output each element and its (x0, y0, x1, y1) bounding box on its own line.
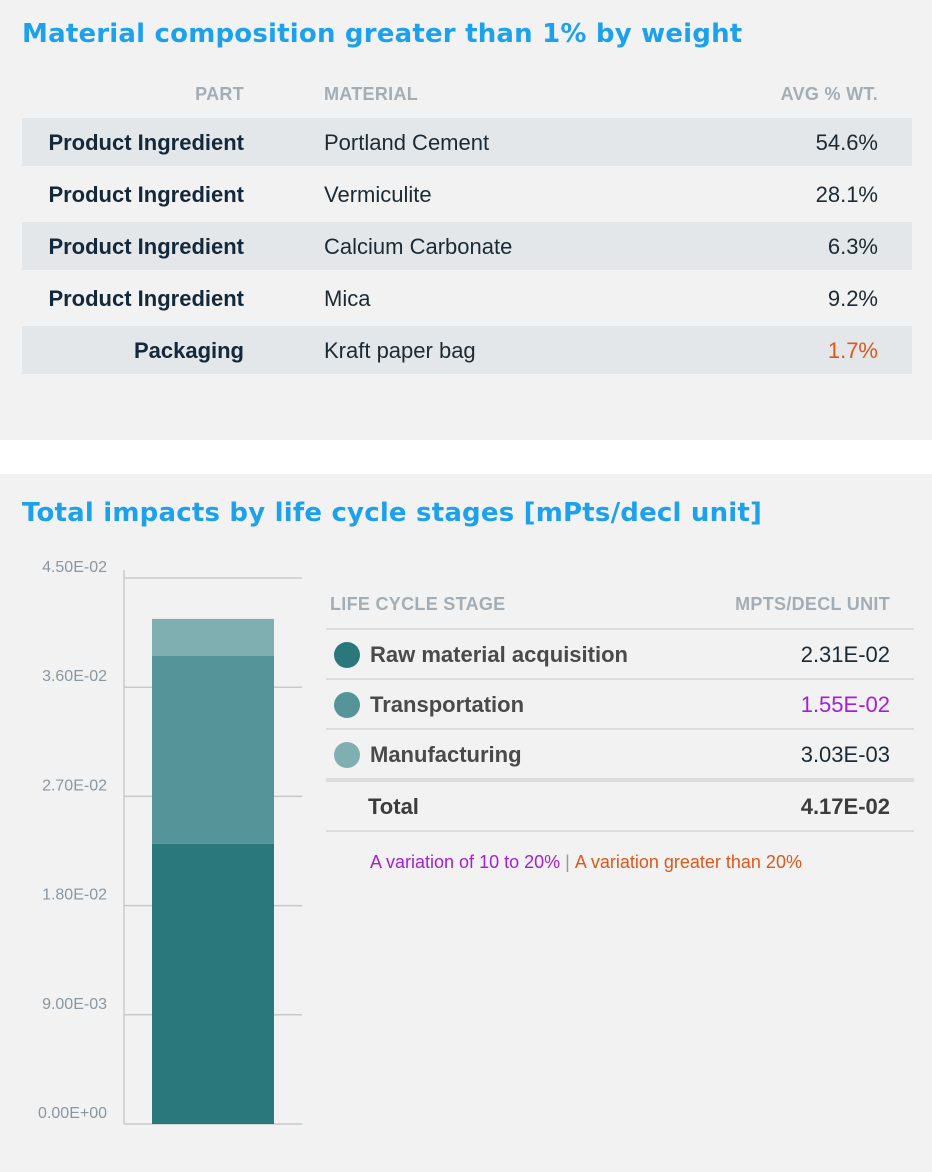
stacked-bar-chart: 0.00E+00 9.00E-03 1.80E-02 2.70E-02 3.60E-02… (38, 559, 302, 1125)
chart-bars (152, 618, 274, 1124)
stage-value: 2.31E-02 (800, 642, 890, 667)
total-row: Total 4.17E-02 (326, 782, 914, 832)
variation-high-note: A variation greater than 20% (574, 852, 802, 872)
stage-value: 1.55E-02 (800, 692, 890, 717)
row-material: Calcium Carbonate (324, 234, 513, 259)
life-cycle-table: LIFE CYCLE STAGE MPTS/DECL UNIT Raw mate… (326, 586, 914, 832)
y-tick-label: 0.00E+00 (38, 1105, 107, 1122)
table-row: Product Ingredient Vermiculite 28.1% (22, 170, 912, 218)
table-row: Product Ingredient Mica 9.2% (22, 274, 912, 322)
variation-mid-note: A variation of 10 to 20% (370, 852, 561, 872)
row-part: Product Ingredient (48, 130, 244, 155)
row-avg-wt: 9.2% (827, 286, 878, 311)
legend-swatch-manufacturing (334, 742, 360, 768)
total-label: Total (368, 794, 419, 819)
table-row: Packaging Kraft paper bag 1.7% (22, 326, 912, 374)
legend-swatch-transportation (334, 692, 360, 718)
legend-row-transportation: Transportation 1.55E-02 (326, 680, 914, 730)
life-cycle-table-header: LIFE CYCLE STAGE MPTS/DECL UNIT (326, 586, 914, 630)
legend-swatch-raw-material (334, 642, 360, 668)
row-avg-wt: 1.7% (827, 338, 878, 363)
legend-row-raw-material: Raw material acquisition 2.31E-02 (326, 630, 914, 680)
impacts-section-title: Total impacts by life cycle stages [mPts… (22, 498, 763, 528)
y-tick-label: 4.50E-02 (42, 559, 107, 576)
row-material: Portland Cement (324, 130, 490, 155)
y-tick-label: 9.00E-03 (42, 996, 107, 1013)
table-row: Product Ingredient Portland Cement 54.6% (22, 118, 912, 166)
y-tick-label: 2.70E-02 (42, 777, 107, 794)
row-part: Packaging (133, 338, 244, 363)
header-material: MATERIAL (324, 84, 419, 104)
life-cycle-impacts-panel: Total impacts by life cycle stages [mPts… (0, 474, 932, 1172)
material-table: PART MATERIAL AVG % WT. Product Ingredie… (22, 74, 912, 378)
bar-segment-manufacturing (152, 618, 274, 656)
row-part: Product Ingredient (48, 286, 244, 311)
material-table-header: PART MATERIAL AVG % WT. (22, 74, 912, 118)
material-composition-panel: Material composition greater than 1% by … (0, 0, 932, 440)
y-tick-label: 1.80E-02 (42, 887, 107, 904)
stage-label: Raw material acquisition (370, 642, 628, 667)
row-material: Vermiculite (324, 182, 432, 207)
header-avg-wt: AVG % WT. (780, 84, 878, 104)
variation-legend-note: A variation of 10 to 20% | A variation gre… (370, 852, 802, 873)
bar-segment-transportation (152, 655, 274, 844)
table-row: Product Ingredient Calcium Carbonate 6.3… (22, 222, 912, 270)
row-part: Product Ingredient (48, 234, 244, 259)
stage-label: Transportation (370, 692, 525, 717)
stage-label: Manufacturing (370, 742, 522, 767)
row-avg-wt: 28.1% (815, 182, 878, 207)
y-tick-label: 3.60E-02 (42, 668, 107, 685)
header-mpts-unit: MPTS/DECL UNIT (735, 594, 890, 614)
stage-value: 3.03E-03 (800, 742, 890, 767)
row-material: Kraft paper bag (324, 338, 476, 363)
total-value: 4.17E-02 (800, 794, 890, 819)
row-part: Product Ingredient (48, 182, 244, 207)
header-part: PART (195, 84, 244, 104)
row-avg-wt: 54.6% (815, 130, 878, 155)
row-material: Mica (324, 286, 371, 311)
row-avg-wt: 6.3% (827, 234, 878, 259)
material-section-title: Material composition greater than 1% by … (22, 19, 743, 49)
legend-row-manufacturing: Manufacturing 3.03E-03 (326, 730, 914, 782)
variation-separator: | (565, 852, 570, 872)
bar-segment-raw-material-acquisition (152, 843, 274, 1124)
chart-y-ticks: 0.00E+00 9.00E-03 1.80E-02 2.70E-02 3.60E-02… (38, 559, 107, 1122)
header-life-cycle-stage: LIFE CYCLE STAGE (330, 594, 506, 614)
